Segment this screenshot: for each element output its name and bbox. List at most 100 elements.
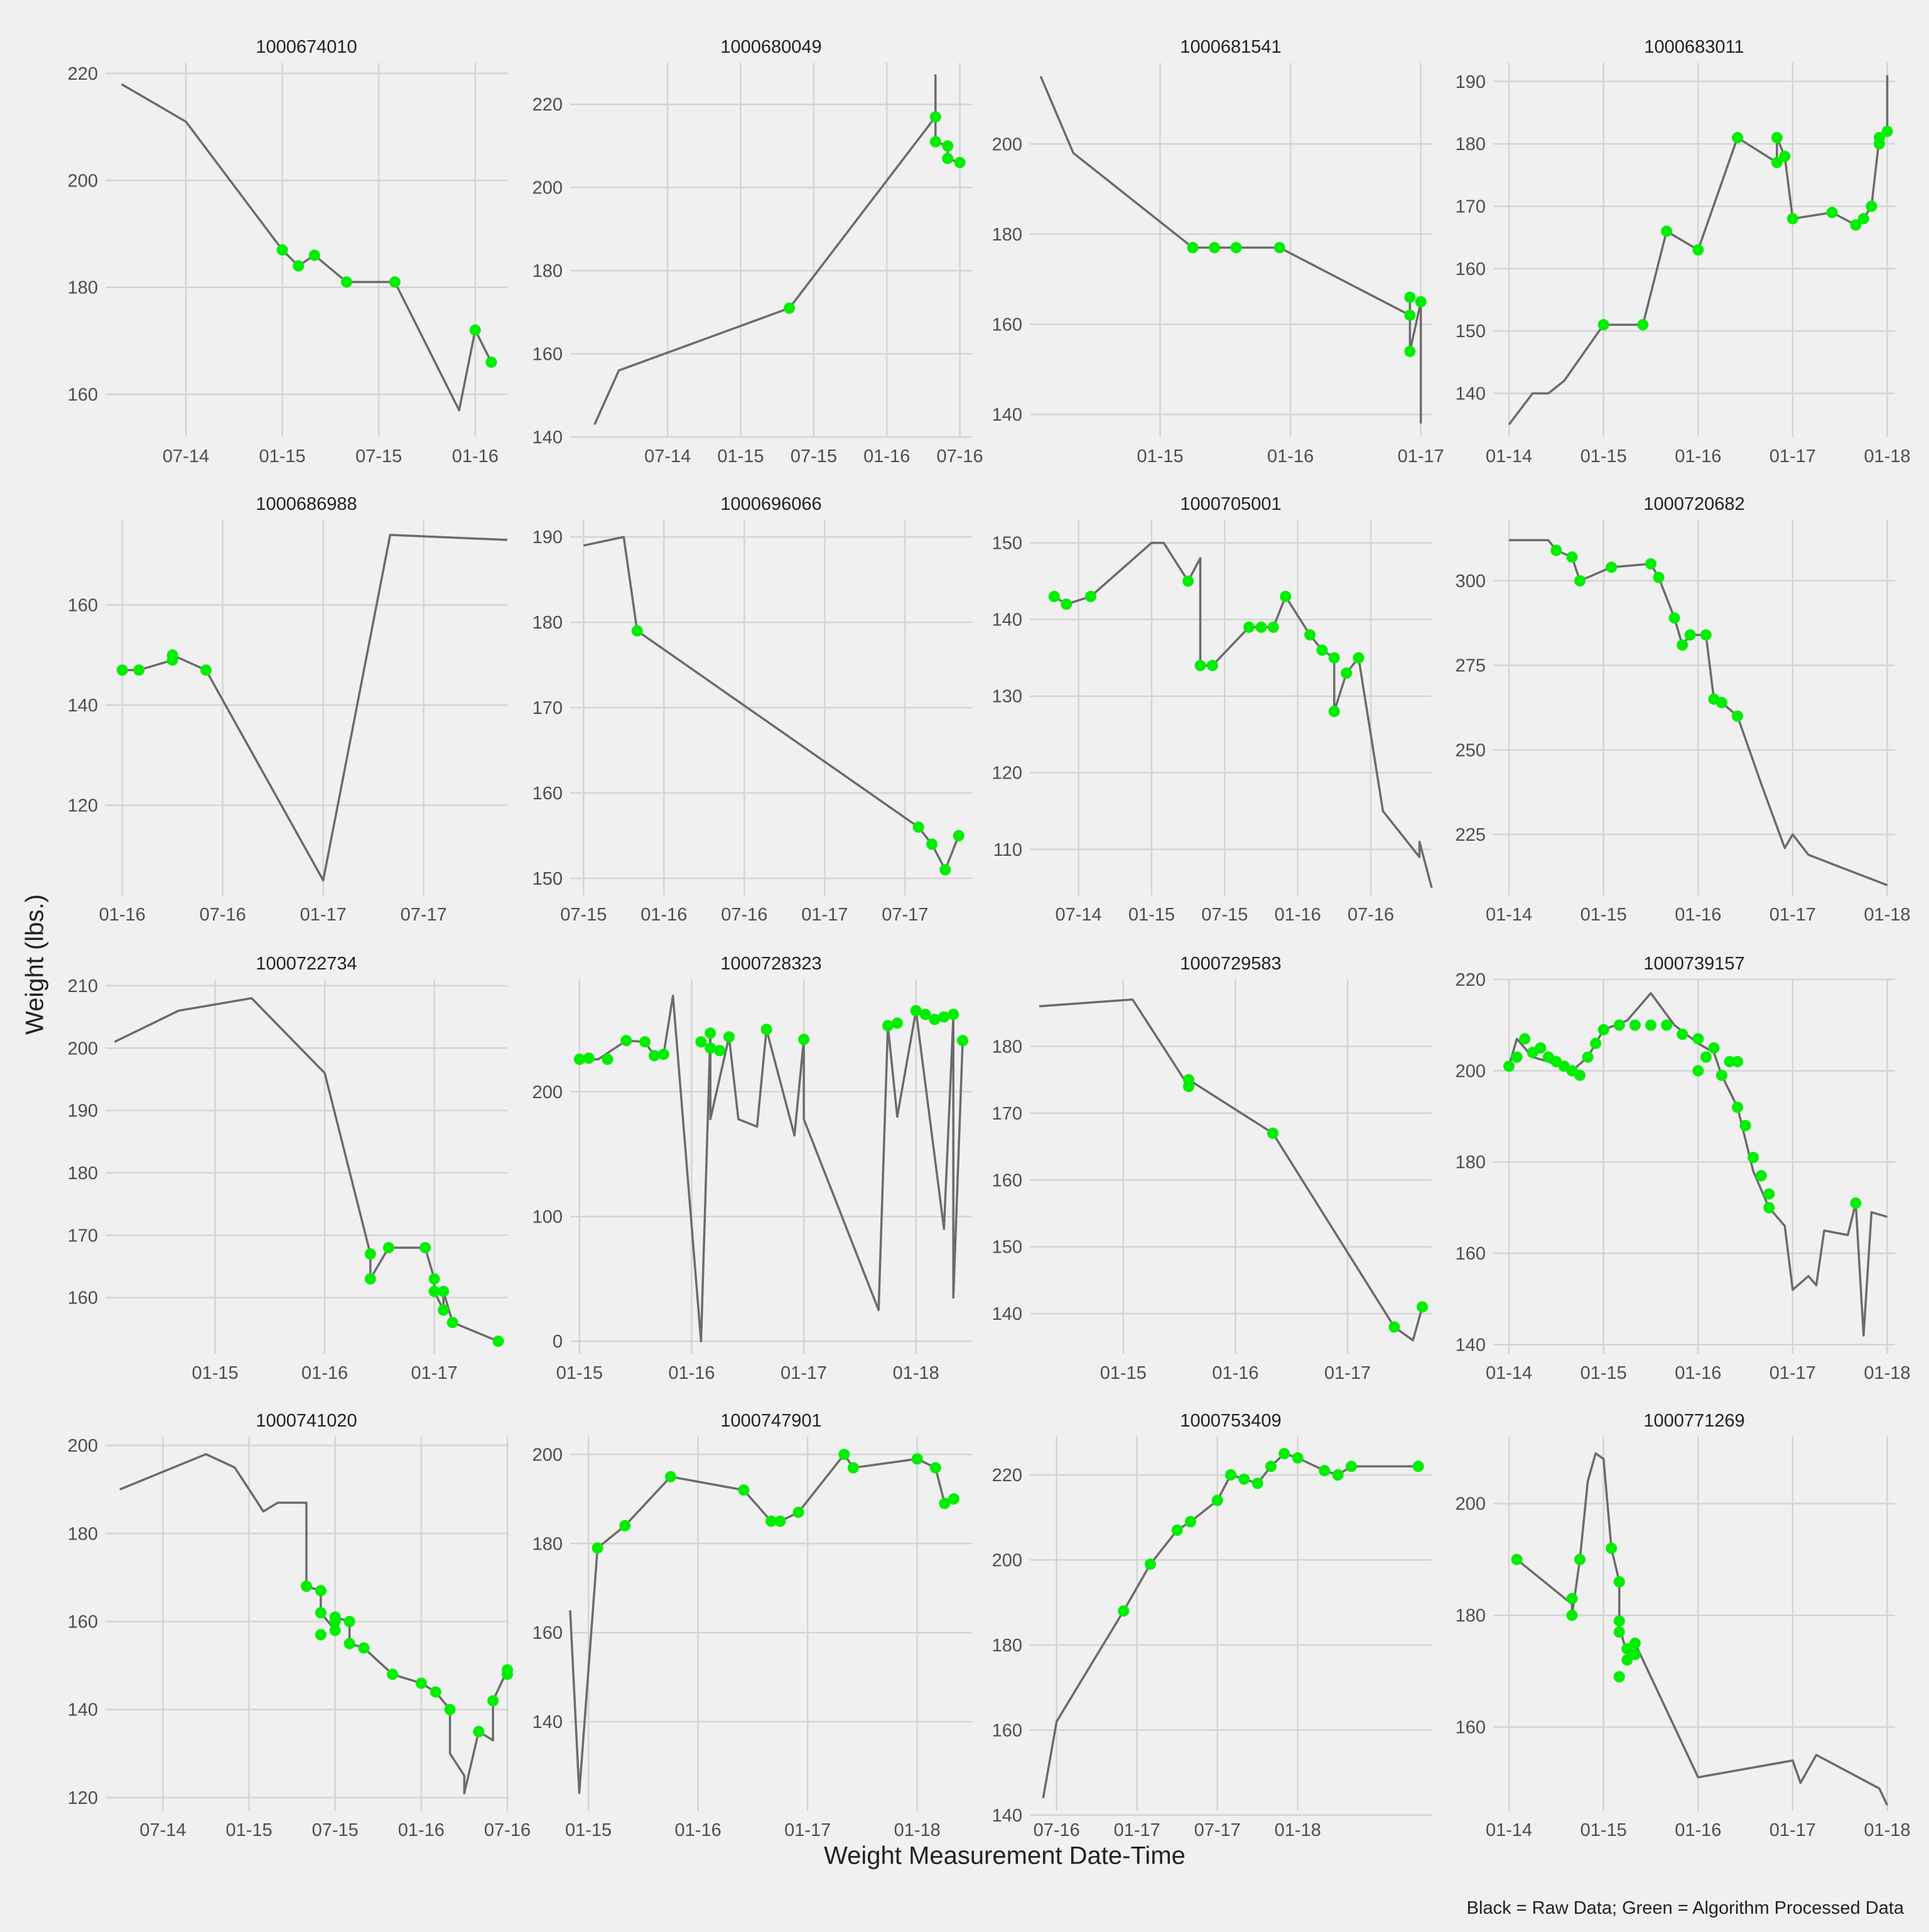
y-tick-label: 140 [1456,1335,1486,1355]
y-tick-label: 140 [532,428,563,448]
raw-data-line [119,1453,509,1794]
processed-point [315,1585,327,1597]
x-tick-label: 01-15 [1580,446,1627,467]
x-tick-label: 01-17 [801,905,848,925]
processed-point [929,136,941,148]
y-tick-label: 160 [532,345,563,365]
raw-data-line [121,83,492,412]
x-tick-label: 01-16 [301,1363,348,1383]
y-tick-label: 180 [1456,1153,1486,1173]
processed-point [301,1580,312,1592]
x-tick-label: 01-17 [1770,1820,1816,1840]
x-tick-label: 01-17 [1770,1363,1816,1383]
x-tick-label: 07-16 [484,1820,531,1840]
processed-point [1194,659,1206,671]
processed-point [649,1050,660,1062]
processed-point [1412,1460,1424,1472]
processed-point [276,244,288,256]
processed-point [1613,1615,1625,1627]
x-tick-label: 07-14 [163,446,209,467]
facet-title: 1000729583 [1180,954,1281,974]
processed-point [473,1725,485,1737]
processed-point [1873,138,1885,150]
y-tick-label: 140 [68,1700,98,1720]
y-tick-label: 210 [68,976,98,996]
processed-point [939,864,951,876]
facet-title: 1000683011 [1644,37,1744,57]
processed-point [1085,591,1096,602]
processed-point [891,1017,903,1029]
processed-point [1535,1042,1547,1054]
x-tick-label: 01-17 [300,905,347,925]
processed-point [438,1304,450,1316]
y-tick-label: 160 [532,1623,563,1643]
facet-title: 1000728323 [720,954,821,974]
processed-point [1415,296,1427,308]
x-tick-label: 01-16 [1675,1363,1721,1383]
processed-point [911,1453,923,1465]
y-tick-label: 160 [68,596,98,616]
processed-point [1850,219,1862,231]
processed-point [485,356,497,368]
processed-point [929,1462,941,1474]
facet-title: 1000720682 [1643,494,1744,514]
processed-point [657,1049,669,1060]
y-tick-label: 200 [1456,1494,1486,1514]
processed-point [1328,652,1340,664]
y-tick-label: 180 [992,225,1022,245]
y-tick-label: 160 [992,1170,1022,1190]
processed-point [1211,1494,1223,1506]
facet-title: 1000739157 [1643,954,1744,974]
processed-point [1332,1469,1344,1481]
processed-point [1255,621,1267,633]
x-tick-label: 01-16 [1212,1363,1258,1383]
processed-point [1708,1042,1720,1054]
processed-point [631,625,643,637]
y-tick-label: 200 [68,171,98,191]
y-tick-label: 130 [992,687,1022,707]
y-tick-label: 200 [68,1436,98,1456]
processed-point [1267,621,1279,633]
processed-point [948,1008,959,1020]
facet-title: 1000705001 [1180,494,1281,514]
processed-point [1629,1648,1641,1660]
processed-point [1684,629,1696,641]
processed-point [1273,242,1285,254]
processed-point [389,276,401,288]
processed-point [1566,1593,1578,1604]
x-tick-label: 07-16 [200,905,246,925]
processed-point [200,664,212,676]
processed-point [1881,126,1893,138]
facet-title: 1000747901 [720,1411,821,1431]
processed-point [1597,1024,1609,1035]
processed-point [957,1035,969,1047]
facet-panel: 1000771269 160 180 200 01-14 01-15 01-16 01-17 0… [1456,1411,1911,1840]
processed-point [329,1624,341,1636]
y-tick-label: 180 [992,1636,1022,1656]
y-tick-label: 150 [992,534,1022,554]
x-tick-label: 01-15 [556,1363,603,1383]
processed-point [419,1242,431,1254]
x-tick-label: 07-17 [401,905,447,925]
y-tick-label: 180 [68,1163,98,1184]
processed-point [133,664,145,676]
raw-data-line [1039,75,1422,424]
processed-point [1319,1465,1331,1477]
x-tick-label: 07-16 [1348,905,1394,925]
x-tick-label: 01-16 [675,1820,721,1840]
y-tick-label: 160 [1456,259,1486,279]
processed-point [428,1285,440,1297]
x-tick-label: 01-15 [192,1363,238,1383]
processed-point [1417,1301,1429,1313]
processed-point [1716,1069,1727,1081]
x-tick-label: 01-18 [1275,1820,1321,1840]
processed-point [774,1515,786,1527]
y-tick-label: 275 [1456,656,1486,676]
processed-point [1182,575,1194,587]
y-tick-label: 160 [68,1288,98,1309]
y-tick-label: 180 [1456,1606,1486,1626]
processed-point [938,1011,950,1023]
processed-point [929,1013,941,1025]
processed-point [1316,644,1328,656]
